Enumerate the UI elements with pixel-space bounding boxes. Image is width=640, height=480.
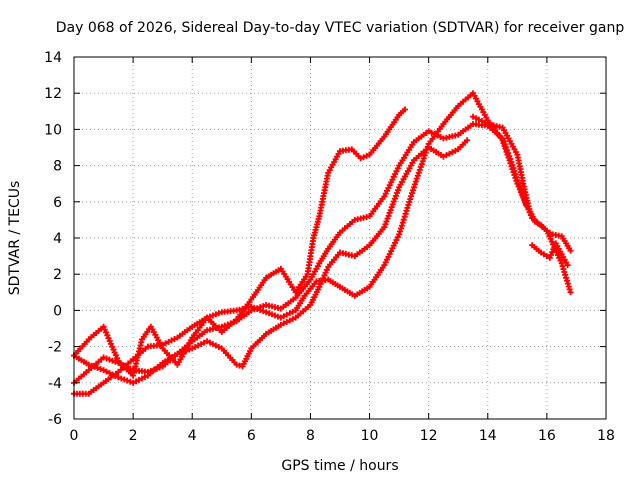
y-tick-label: 2 bbox=[53, 267, 62, 283]
x-tick-label: 10 bbox=[361, 428, 379, 444]
data-series bbox=[71, 90, 574, 397]
data-point bbox=[402, 106, 408, 113]
axes: 0 2 4 6 8 10 12 14 16 18 -6 -4 -2 0 2 4 6 8 10 12 14 bbox=[44, 50, 615, 444]
data-point bbox=[464, 137, 471, 144]
data-point bbox=[507, 160, 514, 167]
y-tick-label: 10 bbox=[44, 122, 62, 138]
y-tick-label: -4 bbox=[48, 376, 62, 392]
data-point bbox=[94, 365, 101, 371]
data-point bbox=[413, 175, 420, 182]
grid bbox=[74, 57, 606, 419]
data-point bbox=[422, 149, 429, 156]
x-tick-label: 18 bbox=[597, 428, 615, 444]
series-group bbox=[71, 137, 471, 386]
series-group bbox=[71, 90, 574, 397]
data-point bbox=[419, 158, 426, 165]
data-point bbox=[204, 314, 210, 321]
series-group bbox=[470, 113, 574, 254]
chart-title: Day 068 of 2026, Sidereal Day-to-day VTE… bbox=[56, 20, 625, 36]
data-point bbox=[415, 169, 422, 176]
y-tick-label: -6 bbox=[48, 412, 62, 428]
data-point bbox=[274, 313, 281, 320]
x-axis-label: GPS time / hours bbox=[281, 458, 398, 474]
data-point bbox=[410, 184, 417, 191]
series-line bbox=[73, 108, 406, 377]
series-group bbox=[71, 106, 408, 379]
data-point bbox=[174, 350, 181, 357]
y-tick-label: 4 bbox=[53, 231, 62, 247]
data-point bbox=[109, 357, 116, 364]
y-tick-label: 6 bbox=[53, 195, 62, 211]
data-point bbox=[399, 219, 406, 226]
x-tick-label: 8 bbox=[306, 428, 315, 444]
data-point bbox=[567, 289, 574, 296]
y-tick-label: 0 bbox=[53, 303, 62, 319]
x-tick-label: 2 bbox=[129, 428, 138, 444]
series-group bbox=[529, 240, 571, 269]
data-point bbox=[230, 319, 237, 326]
x-tick-label: 6 bbox=[247, 428, 256, 444]
data-point bbox=[509, 166, 516, 173]
x-tick-label: 12 bbox=[420, 428, 438, 444]
data-point bbox=[405, 202, 412, 208]
data-point bbox=[263, 309, 270, 316]
data-point bbox=[385, 212, 392, 219]
data-point bbox=[502, 145, 509, 152]
data-point bbox=[387, 207, 394, 214]
data-point bbox=[500, 140, 507, 147]
data-point bbox=[564, 262, 571, 269]
y-tick-label: -2 bbox=[48, 340, 62, 356]
x-tick-label: 14 bbox=[479, 428, 497, 444]
data-point bbox=[400, 216, 407, 223]
data-point bbox=[127, 378, 134, 385]
y-tick-label: 12 bbox=[44, 86, 62, 102]
y-axis-label: SDTVAR / TECUs bbox=[7, 181, 23, 296]
x-tick-label: 0 bbox=[70, 428, 79, 444]
data-point bbox=[254, 306, 261, 312]
data-point bbox=[567, 247, 574, 254]
data-point bbox=[424, 143, 431, 150]
data-point bbox=[215, 310, 222, 317]
x-tick-label: 16 bbox=[538, 428, 556, 444]
data-point bbox=[177, 349, 184, 356]
y-tick-label: 8 bbox=[53, 159, 62, 175]
y-tick-label: 14 bbox=[44, 50, 62, 66]
data-point bbox=[504, 151, 511, 158]
x-tick-label: 4 bbox=[188, 428, 197, 444]
